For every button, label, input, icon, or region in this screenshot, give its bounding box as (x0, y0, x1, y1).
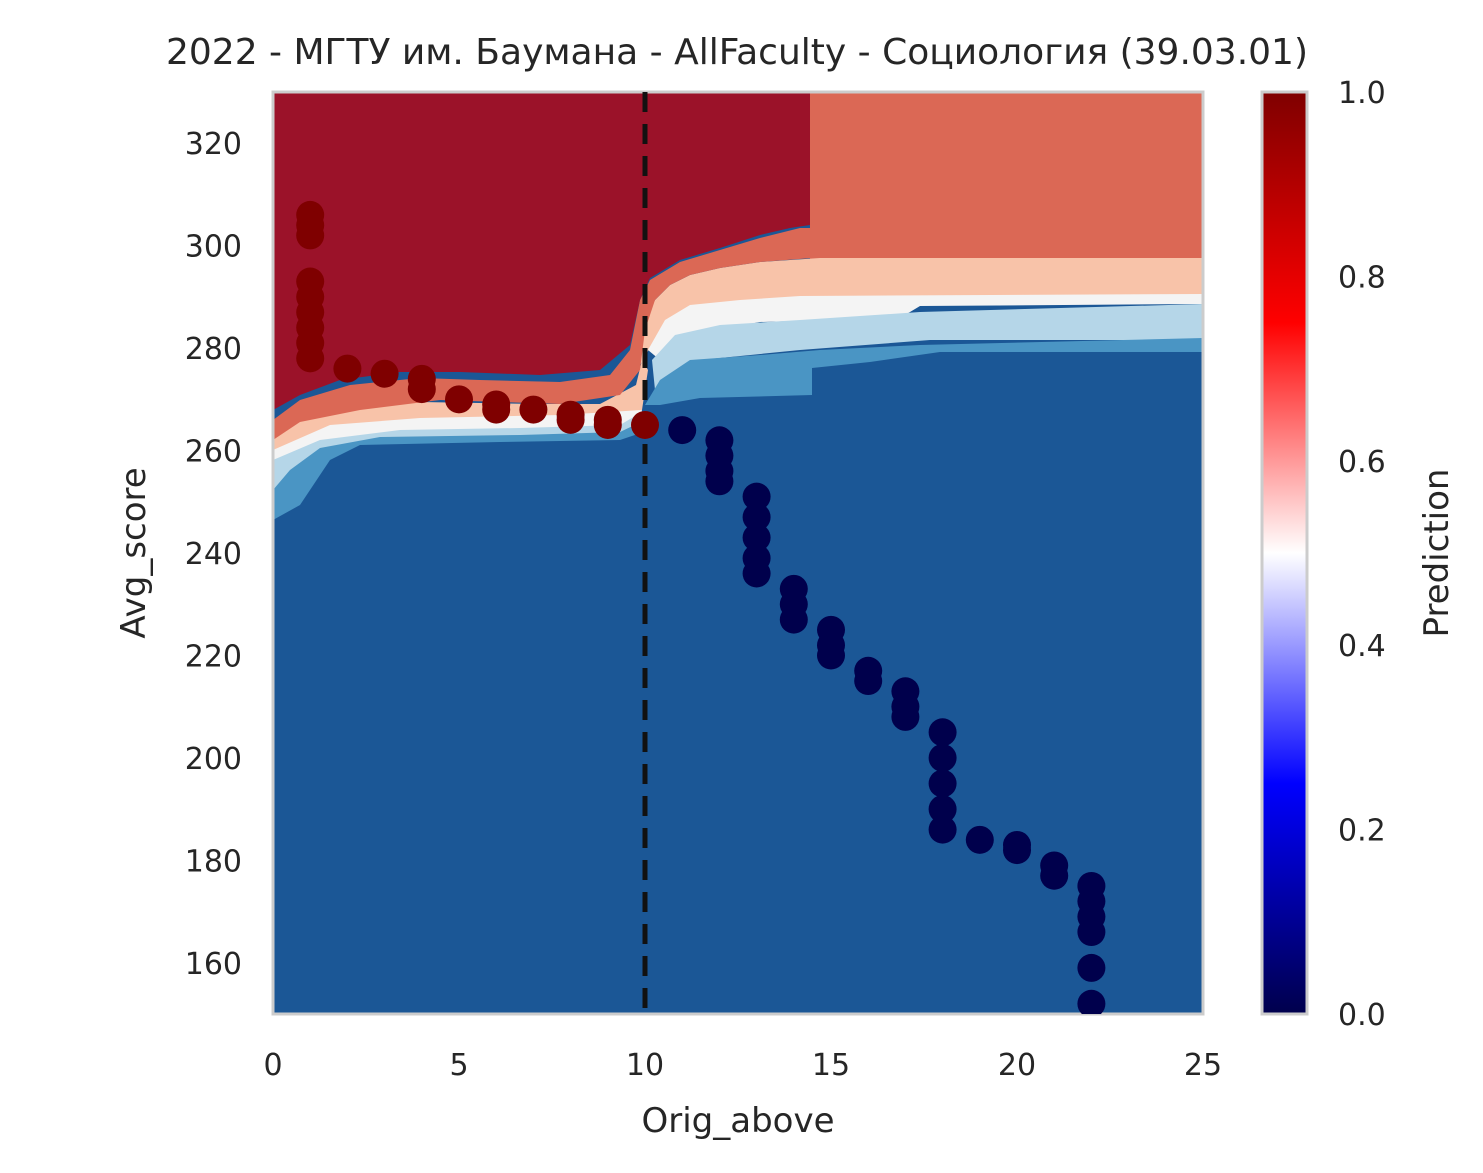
colorbar-tick-label: 0.2 (1338, 814, 1386, 849)
point-admitted (333, 354, 362, 383)
y-tick-label: 260 (185, 435, 242, 470)
x-tick-label: 25 (1184, 1048, 1222, 1083)
point-admitted (370, 359, 399, 388)
point-not-admitted (705, 467, 734, 496)
point-not-admitted (779, 605, 808, 634)
point-not-admitted (742, 482, 771, 511)
colorbar-ticks: 0.0 0.2 0.4 0.6 0.8 1.0 (1338, 76, 1386, 1033)
y-tick-label: 180 (185, 844, 242, 879)
y-tick-label: 160 (185, 947, 242, 982)
point-not-admitted (928, 769, 957, 798)
point-not-admitted (928, 815, 957, 844)
point-not-admitted (1003, 836, 1031, 865)
x-tick-label: 15 (812, 1048, 850, 1083)
y-tick-label: 220 (185, 639, 242, 674)
colorbar-tick-label: 0.8 (1338, 260, 1386, 295)
y-axis-label: Avg_score (114, 467, 154, 638)
point-admitted (482, 395, 511, 424)
point-not-admitted (742, 523, 771, 552)
point-admitted (407, 375, 436, 404)
colorbar-tick-label: 1.0 (1338, 76, 1386, 111)
y-tick-label: 280 (185, 332, 242, 367)
point-admitted (445, 385, 473, 414)
colorbar-tick-label: 0.0 (1338, 998, 1386, 1033)
x-tick-label: 0 (263, 1048, 282, 1083)
point-admitted (296, 221, 325, 250)
point-not-admitted (742, 559, 771, 588)
point-admitted (556, 405, 585, 434)
point-not-admitted (1077, 953, 1106, 982)
point-not-admitted (1077, 918, 1106, 947)
point-not-admitted (817, 641, 845, 670)
colorbar-gradient (1260, 90, 1309, 1016)
y-tick-label: 200 (185, 742, 242, 777)
contour-band-white-left (273, 398, 642, 460)
x-axis-label: Orig_above (641, 1101, 834, 1141)
x-tick-label: 20 (998, 1048, 1036, 1083)
contour-band-orange-left (273, 228, 812, 440)
contour-background (273, 92, 1203, 1014)
contour-band-peach (640, 258, 1203, 365)
colorbar-tick-label: 0.4 (1338, 629, 1386, 664)
point-not-admitted (1077, 989, 1106, 1014)
chart-title: 2022 - МГТУ им. Баумана - AllFaculty - С… (166, 32, 1308, 73)
y-axis-ticks: 160 180 200 220 240 260 280 300 320 (185, 127, 242, 982)
point-not-admitted (928, 718, 957, 747)
point-not-admitted (965, 825, 994, 854)
point-admitted (631, 410, 659, 439)
point-admitted (593, 410, 622, 439)
contour-top-right-region (810, 92, 1203, 262)
colorbar-label: Prediction (1417, 469, 1457, 638)
y-tick-label: 240 (185, 537, 242, 572)
y-tick-label: 300 (185, 230, 242, 265)
x-tick-label: 10 (626, 1048, 664, 1083)
contour-band-midblue-right (645, 338, 1203, 405)
point-not-admitted (891, 702, 920, 731)
point-not-admitted (1040, 861, 1069, 890)
contour-band-lightblue (652, 304, 1203, 390)
point-not-admitted (928, 795, 957, 824)
y-tick-label: 320 (185, 127, 242, 162)
point-not-admitted (742, 503, 771, 532)
point-admitted (296, 344, 325, 373)
point-not-admitted (854, 667, 883, 696)
point-admitted (519, 395, 548, 424)
point-not-admitted (928, 743, 957, 772)
scatter-points (296, 200, 1106, 1014)
contour-high-region (273, 92, 810, 410)
colorbar-tick-label: 0.6 (1338, 445, 1386, 480)
colorbar: 0.0 0.2 0.4 0.6 0.8 1.0 Prediction (1260, 76, 1457, 1033)
plot-area-frame (271, 90, 1205, 1016)
contour-band-white (648, 294, 1203, 360)
point-not-admitted (668, 416, 697, 445)
x-axis-ticks: 0 5 10 15 20 25 (263, 1048, 1222, 1083)
x-tick-label: 5 (449, 1048, 468, 1083)
